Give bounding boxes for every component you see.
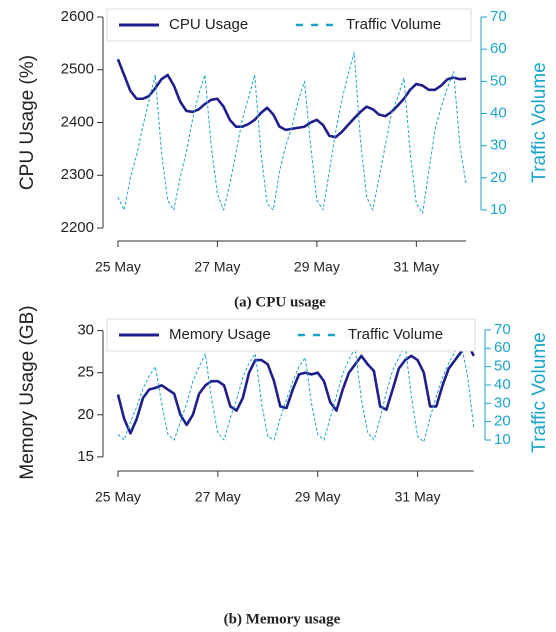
y-tick-label: 2500 [61, 61, 94, 78]
legend-label: Traffic Volume [348, 326, 443, 343]
y2-tick-label: 10 [490, 201, 507, 218]
y-axis-label: Memory Usage (GB) [17, 305, 38, 479]
x-tick-label: 31 May [393, 259, 439, 275]
x-tick-label: 29 May [294, 259, 340, 275]
series-line [117, 51, 467, 214]
series-line [116, 58, 467, 139]
legend-label: Memory Usage [169, 326, 271, 343]
y2-tick-label: 70 [490, 8, 507, 25]
y-tick-label: 2300 [61, 166, 94, 183]
y-tick-label: 2600 [61, 8, 94, 25]
y2-axis-label: Traffic Volume [529, 332, 550, 452]
x-tick-label: 25 May [95, 489, 141, 505]
legend-box [106, 318, 476, 352]
x-tick-label: 31 May [395, 489, 441, 505]
y-tick-label: 30 [77, 322, 94, 339]
y2-tick-label: 40 [490, 104, 507, 121]
y2-tick-label: 50 [490, 72, 507, 89]
x-tick-label: 25 May [95, 259, 141, 275]
y2-tick-label: 10 [494, 431, 511, 448]
y2-tick-label: 30 [490, 137, 507, 154]
y2-tick-label: 60 [494, 339, 511, 356]
y2-tick-label: 50 [494, 358, 511, 375]
y-tick-label: 25 [77, 364, 94, 381]
caption: (a) CPU usage [234, 294, 326, 310]
y-axis-label: CPU Usage (%) [17, 55, 38, 190]
legend-label: CPU Usage [169, 16, 248, 33]
caption: (b) Memory usage [224, 611, 341, 627]
y-tick-label: 2200 [61, 219, 94, 236]
series-line [117, 344, 475, 443]
series-line [116, 341, 475, 435]
x-tick-label: 27 May [194, 259, 240, 275]
y2-tick-label: 70 [494, 321, 511, 338]
y2-tick-label: 20 [494, 413, 511, 430]
y2-tick-label: 30 [494, 394, 511, 411]
y2-axis-label: Traffic Volume [529, 62, 550, 182]
legend-box [106, 8, 472, 42]
y2-tick-label: 60 [490, 40, 507, 57]
x-tick-label: 29 May [295, 489, 341, 505]
y-tick-label: 2400 [61, 113, 94, 130]
y2-tick-label: 40 [494, 376, 511, 393]
y-tick-label: 15 [77, 448, 94, 465]
y2-tick-label: 20 [490, 169, 507, 186]
legend-label: Traffic Volume [346, 16, 441, 33]
y-tick-label: 20 [77, 406, 94, 423]
x-tick-label: 27 May [195, 489, 241, 505]
